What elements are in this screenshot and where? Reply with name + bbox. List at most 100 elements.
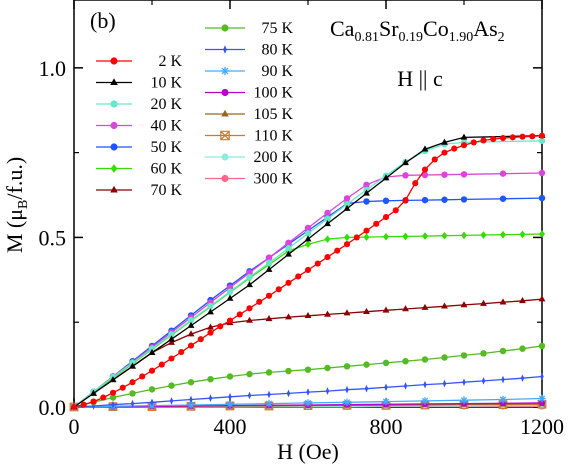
data-point-10k <box>343 204 351 211</box>
data-point-80k <box>169 397 174 405</box>
data-point-10k <box>304 235 312 242</box>
data-point-2k <box>256 298 263 305</box>
data-point-75k <box>207 375 214 383</box>
data-point-20k <box>538 137 546 144</box>
y-axis-label-end: /f.u.) <box>2 157 27 200</box>
data-point-80k <box>501 375 505 384</box>
data-point-2k <box>382 214 390 221</box>
data-point-75k <box>382 359 390 367</box>
data-point-75k <box>226 373 234 380</box>
legend-entry-60k: 60 K <box>96 161 182 178</box>
legend-entry-300k: 300 K <box>205 171 293 188</box>
data-point-20k <box>187 316 195 324</box>
data-point-70k <box>304 311 312 319</box>
data-point-2k <box>178 348 185 356</box>
y-axis-label-sub: B <box>16 200 31 209</box>
legend-entry-105k: 105 K <box>205 106 293 123</box>
data-point-2k <box>353 234 360 241</box>
legend-marker-75k <box>221 24 229 32</box>
data-point-80k <box>267 390 271 399</box>
data-point-90k <box>382 397 390 406</box>
data-point-80k <box>286 389 291 398</box>
data-point-20k <box>324 215 331 222</box>
data-point-75k <box>187 379 195 386</box>
series-10k <box>70 131 546 410</box>
data-point-60k <box>304 240 312 248</box>
series-75k <box>70 342 546 411</box>
legend-marker-70k <box>110 185 118 193</box>
data-point-10k <box>421 145 429 152</box>
data-point-40k <box>441 171 448 178</box>
axis-ticks: 0 400 800 1200 0.0 0.5 1.0 <box>39 0 564 439</box>
data-point-2k <box>421 166 429 173</box>
data-point-2k <box>148 367 156 374</box>
data-point-50k <box>382 197 390 205</box>
legend-marker-300k <box>221 174 229 183</box>
data-point-2k <box>207 329 214 336</box>
data-point-70k <box>363 307 370 314</box>
data-point-2k <box>158 361 165 368</box>
data-point-75k <box>441 354 448 361</box>
data-point-2k <box>285 279 292 286</box>
data-point-70k <box>402 305 409 312</box>
data-point-70k <box>441 302 448 309</box>
data-point-2k <box>217 323 224 330</box>
data-point-10k <box>226 294 234 301</box>
legend-marker-105k <box>221 109 229 117</box>
data-point-75k <box>519 345 526 352</box>
data-point-60k <box>460 231 468 240</box>
data-point-70k <box>187 330 195 337</box>
data-point-2k <box>480 137 487 144</box>
legend-entry-50k: 50 K <box>96 139 182 156</box>
data-point-40k <box>265 254 273 261</box>
data-point-90k <box>499 395 507 404</box>
data-point-75k <box>285 367 292 375</box>
data-point-75k <box>480 350 487 357</box>
x-tick-label: 400 <box>214 414 247 439</box>
legend-label-300k: 300 K <box>253 171 293 188</box>
data-point-2k <box>295 273 302 280</box>
data-point-80k <box>325 387 330 395</box>
formula-element: As <box>473 16 497 41</box>
data-point-60k <box>421 232 429 240</box>
data-point-2k <box>363 227 370 234</box>
data-point-10k <box>187 321 195 328</box>
data-point-2k <box>529 133 536 140</box>
data-point-20k <box>343 200 351 208</box>
data-point-2k <box>304 266 312 274</box>
data-point-2k <box>509 134 516 141</box>
data-point-2k <box>80 401 87 408</box>
data-point-20k <box>246 273 253 281</box>
data-point-70k <box>499 298 507 305</box>
legend-entry-70k: 70 K <box>96 182 182 199</box>
data-point-80k <box>228 393 232 401</box>
data-point-75k <box>148 386 156 393</box>
legend-marker-10k <box>110 78 118 86</box>
data-point-2k <box>343 241 351 248</box>
data-point-90k <box>187 401 195 409</box>
series-60k <box>70 230 546 411</box>
data-point-75k <box>265 369 273 376</box>
data-point-60k <box>382 232 390 241</box>
data-point-80k <box>130 399 135 408</box>
data-point-70k <box>538 295 546 302</box>
data-point-50k <box>421 196 429 204</box>
data-point-70k <box>168 338 175 345</box>
legend-marker-2k <box>110 57 118 65</box>
legend-label-70k: 70 K <box>150 182 182 199</box>
data-point-40k <box>304 224 312 232</box>
data-point-10k <box>207 308 214 315</box>
y-axis-label-start: M (μ <box>2 209 27 253</box>
legend-marker-20k <box>110 100 118 108</box>
x-tick-label: 800 <box>370 414 403 439</box>
data-point-10k <box>382 174 390 181</box>
data-point-80k <box>403 382 408 390</box>
data-point-20k <box>207 302 214 310</box>
compound-formula: Ca0.81Sr0.19Co1.90As2 <box>330 16 505 45</box>
data-point-40k <box>460 171 468 178</box>
legend-entry-20k: 20 K <box>96 96 182 113</box>
data-point-80k <box>384 383 388 392</box>
data-point-2k <box>490 135 497 143</box>
formula-subscript: 2 <box>498 30 505 45</box>
